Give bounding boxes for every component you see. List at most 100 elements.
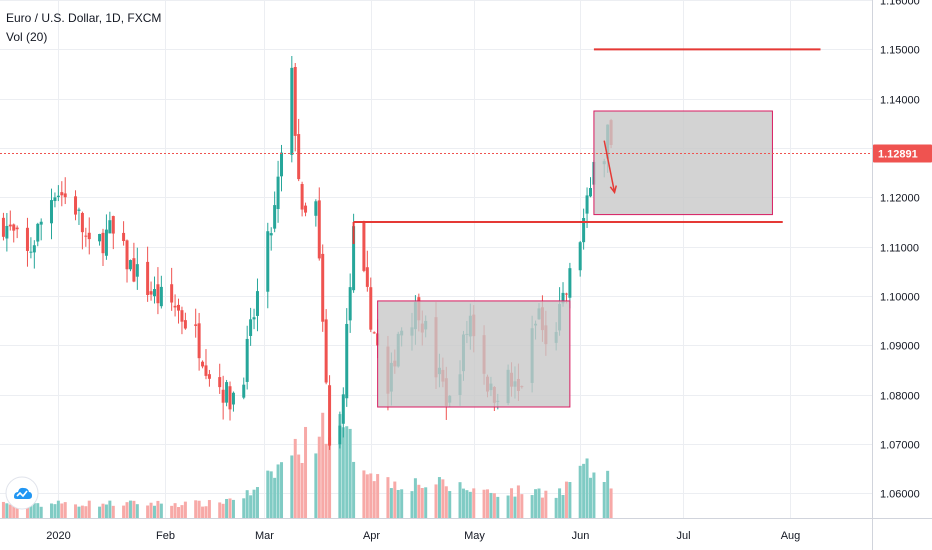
volume-bar xyxy=(231,499,235,518)
volume-bar xyxy=(74,504,78,518)
price-tick-label: 1.08000 xyxy=(880,391,920,403)
arrow-head[interactable] xyxy=(609,185,618,195)
candle-body xyxy=(111,216,115,234)
volume-bar xyxy=(489,492,493,518)
volume-bar xyxy=(372,481,376,518)
candle-body xyxy=(314,201,318,216)
candle-body xyxy=(228,386,232,410)
volume-bar xyxy=(561,495,565,518)
volume-bar xyxy=(280,462,284,518)
candle-body xyxy=(245,338,249,382)
candle-body xyxy=(372,332,376,334)
candle-body xyxy=(588,188,592,197)
volume-bar xyxy=(249,495,253,518)
volume-bar xyxy=(98,506,102,518)
volume-bar xyxy=(293,438,297,518)
volume-bar xyxy=(300,462,304,518)
time-tick-label: Aug xyxy=(781,530,801,542)
target-box[interactable] xyxy=(593,110,773,216)
volume-bar xyxy=(582,463,586,518)
candle-body xyxy=(221,389,225,403)
volume-bar xyxy=(80,505,84,518)
volume-bar xyxy=(36,503,40,518)
candle-body xyxy=(170,284,174,303)
volume-bar xyxy=(242,498,246,518)
candle-body xyxy=(290,67,294,155)
volume-bar xyxy=(338,414,342,518)
price-axis-bg xyxy=(872,0,932,518)
time-axis[interactable]: 2020 Feb Mar Apr May Jun Jul Aug xyxy=(46,530,800,542)
volume-bar xyxy=(32,503,36,518)
volume-bar xyxy=(8,504,12,518)
candle-body xyxy=(53,197,57,202)
volume-indicator-label[interactable]: Vol (20) xyxy=(6,30,47,44)
volume-bar xyxy=(376,474,380,518)
chart-title[interactable]: Euro / U.S. Dollar, 1D, FXCM xyxy=(6,11,161,25)
volume-bar xyxy=(245,490,249,518)
candle-body xyxy=(201,361,205,367)
candle-body xyxy=(80,212,84,233)
candle-body xyxy=(242,384,246,398)
volume-bar xyxy=(472,488,476,518)
volume-bar xyxy=(513,496,517,518)
candle-body xyxy=(173,305,177,308)
arrow-line[interactable] xyxy=(603,140,616,193)
tradingview-cloud-icon[interactable] xyxy=(5,476,39,510)
candle-body xyxy=(564,293,568,295)
candle-body xyxy=(276,176,280,209)
volume-bar xyxy=(228,498,232,518)
current-price-tag: 1.12891 xyxy=(873,144,932,163)
volume-bar xyxy=(111,505,115,518)
price-tick-label: 1.09000 xyxy=(880,341,920,353)
candle-body xyxy=(561,292,565,304)
candle-body xyxy=(98,234,102,242)
volume-bar xyxy=(39,506,43,518)
volume-bar xyxy=(321,412,325,518)
candle-body xyxy=(56,195,60,198)
volume-bar xyxy=(417,484,421,518)
volume-bar xyxy=(266,470,270,518)
drawings[interactable] xyxy=(352,48,821,408)
candle-body xyxy=(180,310,184,322)
candle-body xyxy=(273,205,277,229)
candle-body xyxy=(25,227,29,251)
volume-bar xyxy=(554,497,558,518)
volume-bar xyxy=(568,482,572,518)
volume-bar xyxy=(585,458,589,518)
volume-bar xyxy=(25,500,29,518)
candle-body xyxy=(317,200,321,259)
volume-bar xyxy=(602,482,606,518)
volume-bar xyxy=(56,500,60,518)
price-tick-label: 1.12000 xyxy=(880,193,920,205)
candle-body xyxy=(321,253,325,322)
consolidation-box[interactable] xyxy=(377,300,571,408)
volume-bar xyxy=(269,471,273,518)
volume-bar xyxy=(434,484,438,518)
candle-body xyxy=(183,320,187,329)
volume-bar xyxy=(197,500,201,518)
volume-bar xyxy=(465,490,469,518)
volume-bar xyxy=(297,454,301,518)
candle-body xyxy=(568,268,572,298)
candle-body xyxy=(8,224,12,227)
volume-bar xyxy=(468,491,472,518)
time-tick-label: Jun xyxy=(572,530,590,542)
time-axis-bg xyxy=(0,518,932,550)
volume-bar xyxy=(592,472,596,518)
time-tick-label: 2020 xyxy=(46,530,70,542)
candle-body xyxy=(362,221,366,271)
volume-bar xyxy=(345,426,349,518)
candle-body xyxy=(149,291,153,295)
volume-bar xyxy=(194,500,198,518)
candle-body xyxy=(582,218,586,243)
candle-body xyxy=(338,425,342,445)
candle-body xyxy=(132,258,136,282)
volume-bar xyxy=(125,502,129,518)
candle-body xyxy=(293,66,297,136)
volume-bar xyxy=(49,503,53,518)
volume-bar xyxy=(101,503,105,518)
candle-body xyxy=(135,264,139,277)
candle-body xyxy=(128,260,132,270)
volume-bar xyxy=(156,500,160,518)
